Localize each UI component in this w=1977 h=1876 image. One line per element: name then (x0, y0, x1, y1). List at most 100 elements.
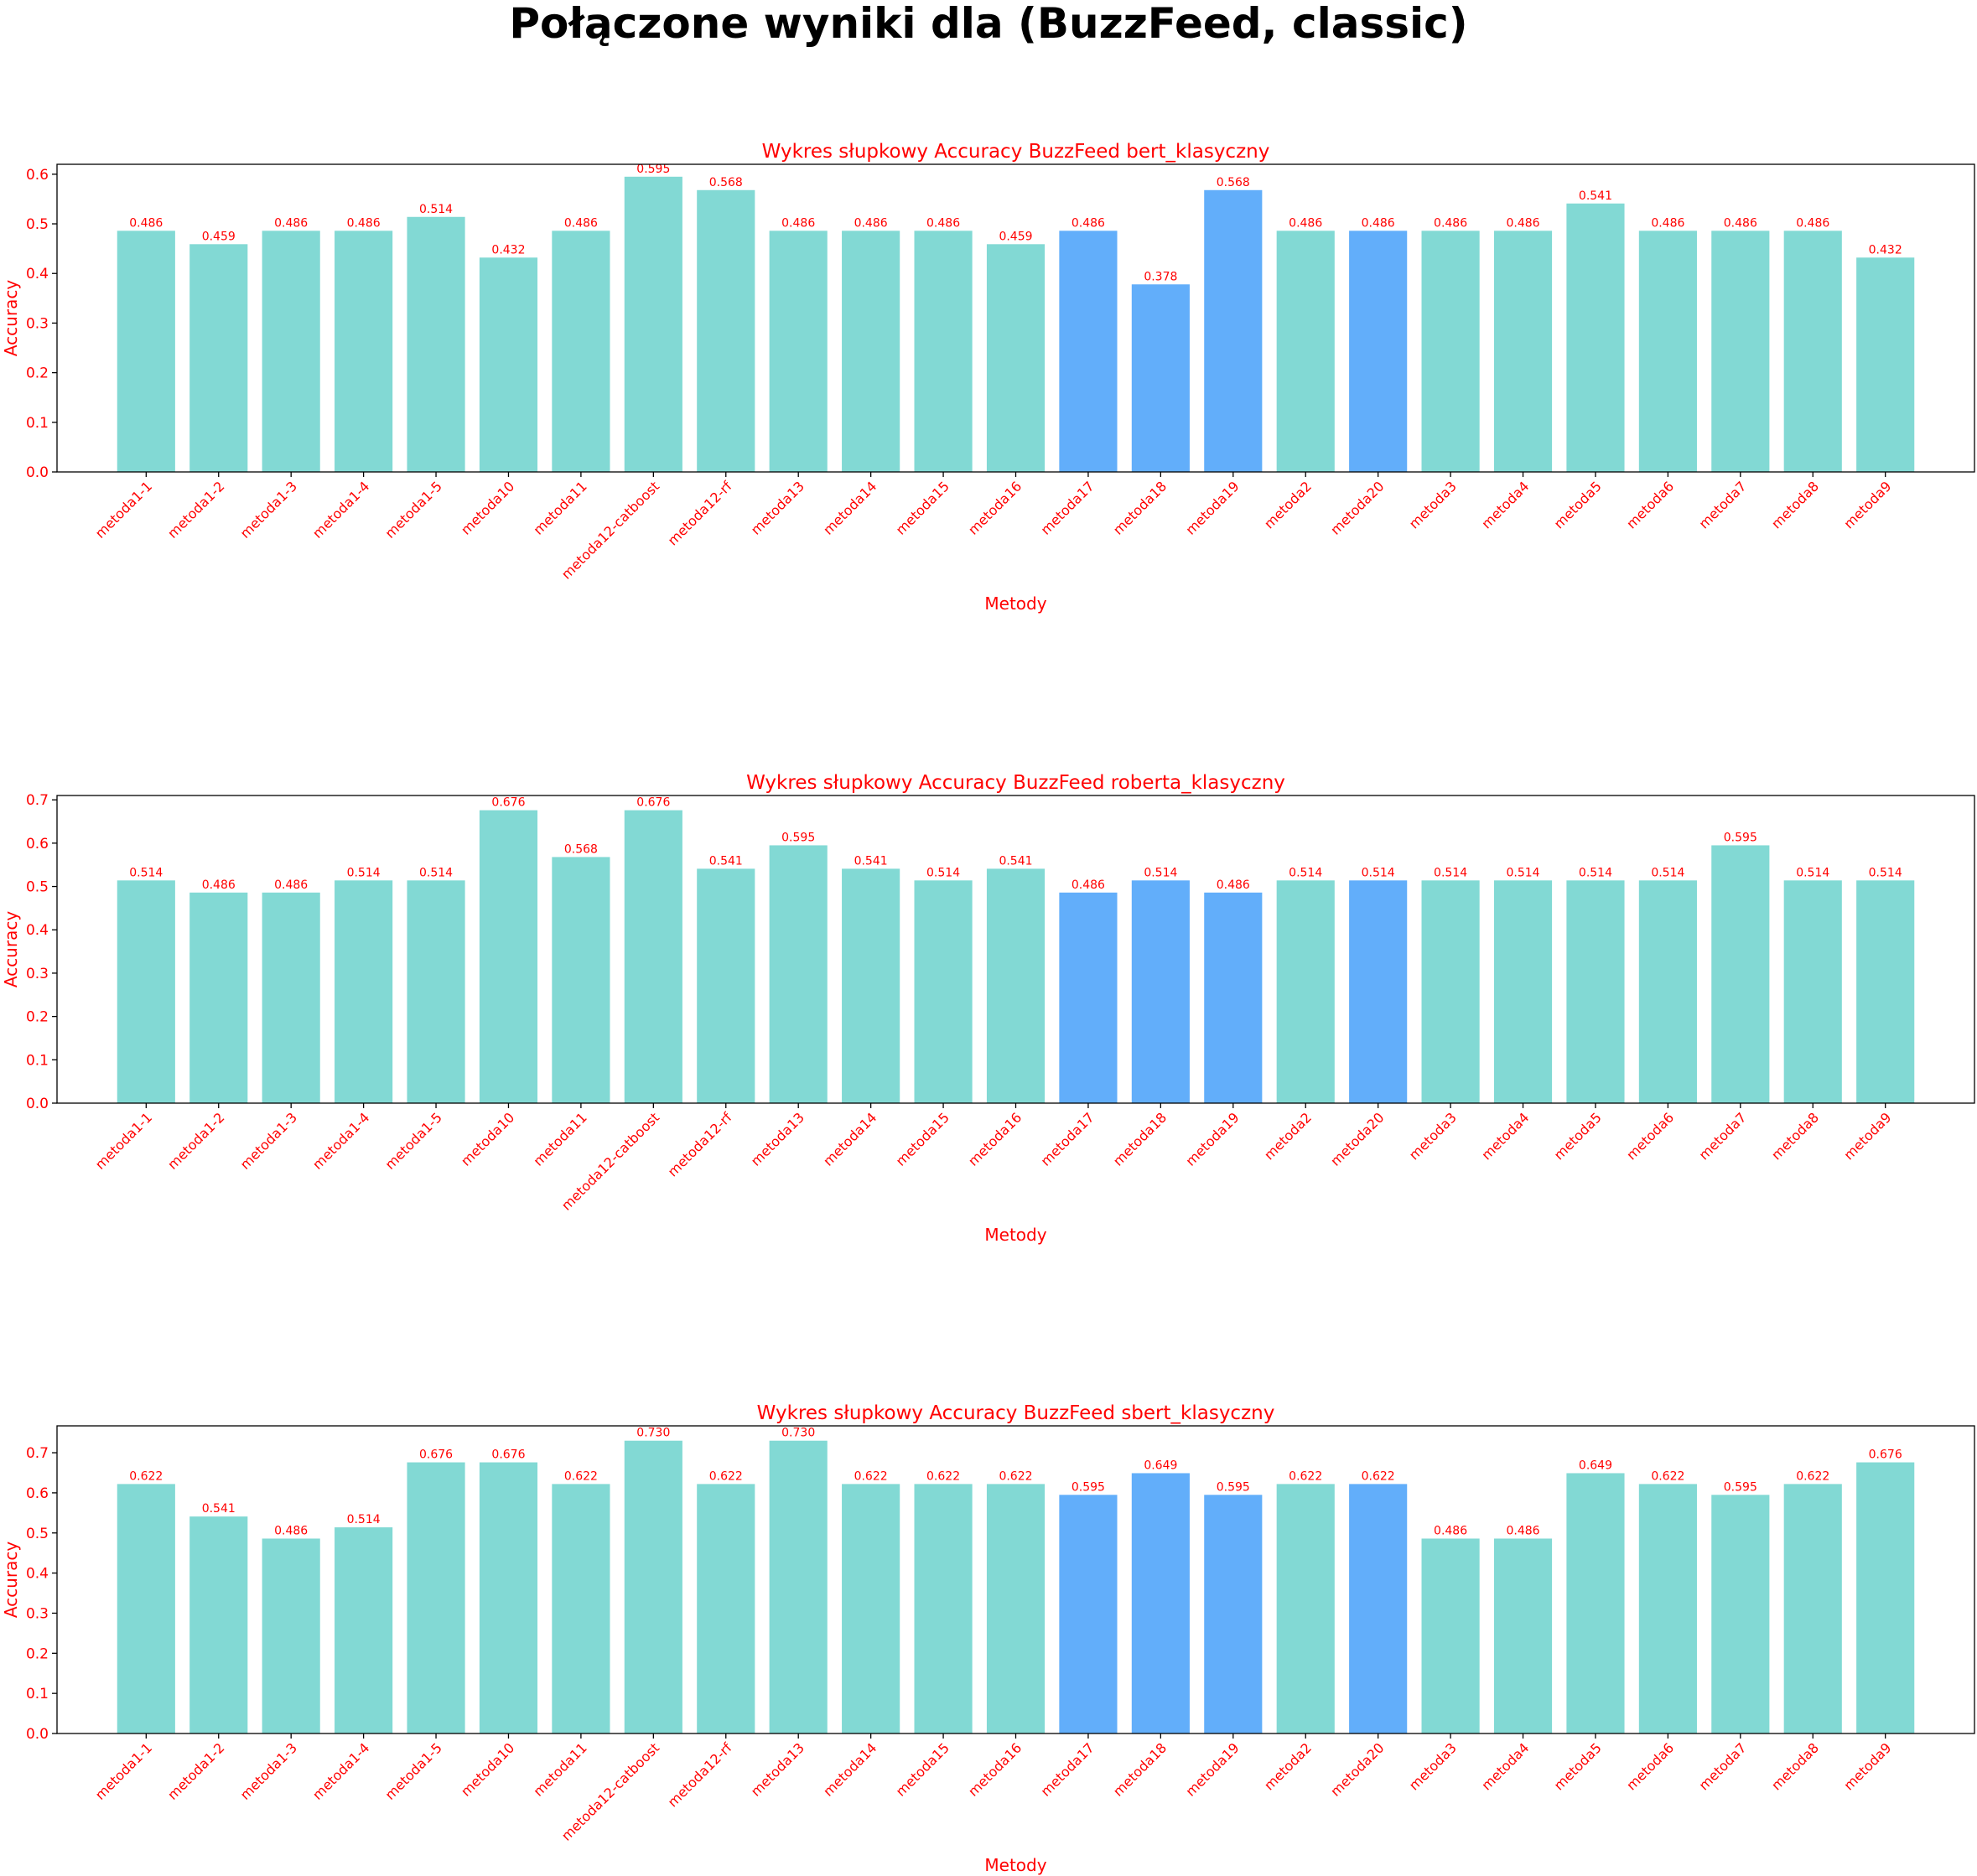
bar (189, 1516, 248, 1733)
bar (479, 257, 538, 472)
bar (1638, 880, 1697, 1103)
bar-value-label: 0.676 (491, 1448, 525, 1462)
bar-value-label: 0.514 (129, 866, 163, 879)
bar (1711, 231, 1770, 472)
x-tick-label: metoda2 (1261, 1109, 1315, 1163)
bar-value-label: 0.486 (781, 216, 815, 230)
x-tick-label: metoda11 (530, 1109, 589, 1169)
x-tick-label: metoda8 (1768, 1109, 1822, 1163)
x-tick-label: metoda11 (530, 1739, 589, 1799)
bar-value-label: 0.486 (1072, 216, 1105, 230)
bar-value-label: 0.622 (854, 1469, 888, 1483)
bar (407, 1462, 465, 1733)
plot-frame (56, 795, 1975, 1104)
x-tick-label: metoda16 (965, 1739, 1025, 1799)
y-tick-label: 0.7 (26, 1445, 49, 1462)
x-tick-label: metoda7 (1696, 1109, 1750, 1163)
y-tick-label: 0.4 (26, 922, 49, 939)
chart-panel-3: 0.622 metoda1-1 0.541 metoda1-2 0.486 metoda1… (1, 1402, 1975, 1875)
bar-value-label: 0.514 (1362, 866, 1395, 879)
x-tick-label: metoda15 (893, 1739, 952, 1799)
y-tick-label: 0.3 (26, 966, 49, 982)
y-tick-label: 0.5 (26, 879, 49, 896)
bar (1421, 231, 1480, 472)
x-tick-label: metoda1-1 (92, 1739, 155, 1802)
x-tick-label: metoda10 (458, 478, 517, 537)
bar-value-label: 0.622 (1796, 1469, 1829, 1483)
y-tick-label: 0.6 (26, 1485, 49, 1502)
bar (1421, 880, 1480, 1103)
bar-value-label: 0.486 (347, 216, 381, 230)
bar (1856, 880, 1915, 1103)
bar (769, 231, 828, 472)
bar-value-label: 0.486 (926, 216, 960, 230)
x-tick-label: metoda14 (820, 1109, 880, 1169)
bar-value-label: 0.622 (1362, 1469, 1395, 1483)
x-tick-label: metoda1-2 (164, 478, 227, 541)
bar-value-label: 0.622 (926, 1469, 960, 1483)
y-tick-label: 0.5 (26, 216, 49, 233)
bar (1204, 1495, 1263, 1733)
bar-value-label: 0.486 (1796, 216, 1829, 230)
bar (624, 1440, 682, 1733)
bar (624, 176, 682, 473)
bar-value-label: 0.676 (1869, 1448, 1902, 1462)
bar-value-label: 0.622 (1289, 1469, 1322, 1483)
bar-value-label: 0.676 (419, 1448, 453, 1462)
bar (117, 880, 175, 1103)
x-tick-label: metoda1-1 (92, 1109, 155, 1172)
bar (1566, 880, 1625, 1103)
bar (1711, 1495, 1770, 1733)
y-tick-label: 0.3 (26, 315, 49, 332)
bar (1711, 845, 1770, 1103)
y-tick-label: 0.1 (26, 415, 49, 432)
y-tick-label: 0.1 (26, 1686, 49, 1702)
bar-value-label: 0.486 (854, 216, 888, 230)
bar (1783, 880, 1842, 1103)
bar-value-label: 0.541 (1579, 189, 1612, 203)
bar (1493, 880, 1553, 1103)
figure-title: Połączone wyniki dla (BuzzFeed, classic) (509, 0, 1468, 48)
bar (1204, 189, 1263, 472)
x-axis-label: Metody (984, 593, 1046, 614)
x-tick-label: metoda1-5 (381, 1109, 444, 1172)
x-tick-label: metoda20 (1327, 1739, 1387, 1799)
x-tick-label: metoda1-2 (164, 1109, 227, 1172)
chart-panel-2: 0.514 metoda1-1 0.486 metoda1-2 0.486 metoda1… (1, 772, 1975, 1245)
x-tick-label: metoda4 (1478, 1739, 1532, 1793)
x-tick-label: metoda4 (1478, 1109, 1532, 1163)
bar (1204, 892, 1263, 1103)
bar (1856, 257, 1915, 472)
bar (769, 1440, 828, 1733)
x-tick-label: metoda1-4 (309, 1109, 372, 1172)
bar (117, 231, 175, 472)
bar (1638, 1484, 1697, 1733)
bar-value-label: 0.622 (709, 1469, 743, 1483)
bar (1638, 231, 1697, 472)
x-tick-label: metoda6 (1623, 1109, 1677, 1163)
x-tick-label: metoda20 (1327, 478, 1387, 537)
bar (697, 1484, 755, 1733)
bar (697, 868, 755, 1103)
x-tick-label: metoda1-1 (92, 478, 155, 541)
bar-value-label: 0.595 (1724, 831, 1757, 844)
bar-value-label: 0.486 (1362, 216, 1395, 230)
bar-value-label: 0.486 (1434, 1524, 1467, 1537)
bar-value-label: 0.486 (274, 216, 308, 230)
x-tick-label: metoda14 (820, 1739, 880, 1799)
y-tick-label: 0.2 (26, 1009, 49, 1026)
chart-title: Wykres słupkowy Accuracy BuzzFeed sbert_… (757, 1402, 1275, 1424)
bar-value-label: 0.432 (1869, 243, 1902, 257)
bar (552, 231, 610, 472)
bar-value-label: 0.514 (419, 866, 453, 879)
bar-value-label: 0.486 (1651, 216, 1684, 230)
bar (1349, 231, 1408, 472)
x-tick-label: metoda3 (1406, 478, 1460, 531)
x-tick-label: metoda16 (965, 478, 1025, 537)
bar (842, 868, 900, 1103)
bar-value-label: 0.486 (1506, 1524, 1539, 1537)
bar-value-label: 0.514 (419, 203, 453, 216)
x-tick-label: metoda17 (1037, 478, 1097, 537)
bar-value-label: 0.514 (1796, 866, 1829, 879)
bar (986, 1484, 1046, 1733)
